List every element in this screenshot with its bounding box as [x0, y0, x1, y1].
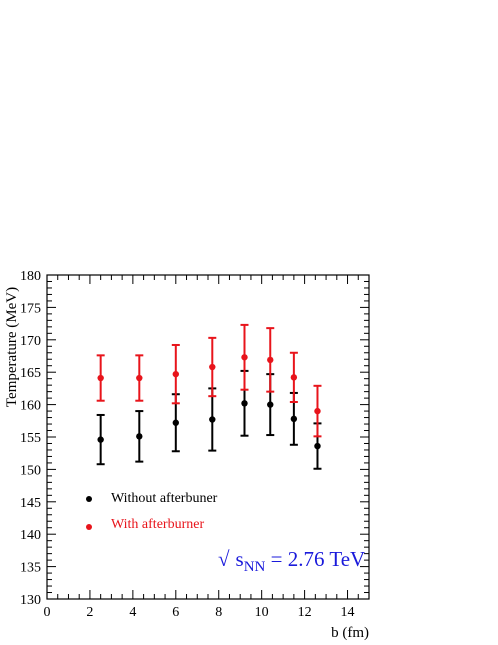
data-point	[314, 407, 321, 415]
y-tick-label: 135	[20, 561, 41, 576]
data-point	[172, 419, 179, 426]
annotation-value: = 2.76 TeV	[265, 547, 365, 571]
x-tick-label: 14	[341, 605, 355, 620]
y-tick-label: 160	[20, 399, 41, 414]
y-tick-label: 145	[20, 496, 41, 511]
x-tick-label: 0	[44, 605, 51, 620]
y-tick-label: 155	[20, 431, 41, 446]
data-point	[267, 401, 274, 408]
data-point	[314, 442, 321, 450]
energy-annotation: √ sNN = 2.76 TeV	[218, 547, 365, 575]
y-tick-labels: 130 135 140 145 150 155 160 165 170 175 180	[20, 269, 41, 608]
series-layer	[96, 323, 322, 470]
y-tick-label: 150	[20, 463, 41, 478]
y-tick-label: 175	[20, 301, 41, 316]
data-point	[209, 363, 216, 371]
annotation-symbol: s	[236, 547, 244, 571]
legend-label-with-afterburner: With afterburner	[111, 517, 204, 532]
y-axis-label: Temperature (MeV)	[4, 287, 20, 407]
data-point	[290, 415, 298, 423]
x-tick-label: 10	[255, 605, 269, 620]
y-tick-label: 170	[20, 334, 41, 349]
x-tick-label: 2	[86, 605, 93, 620]
sqrt-symbol: √	[218, 547, 230, 571]
data-point	[241, 400, 248, 407]
series-with-afterburner	[96, 323, 322, 438]
legend-marker-with-afterburner	[86, 524, 92, 530]
data-point	[136, 374, 143, 382]
x-tick-label: 6	[172, 605, 179, 620]
data-point	[209, 416, 216, 423]
x-tick-label: 12	[298, 605, 312, 620]
y-tick-label: 140	[20, 528, 41, 543]
y-tick-label: 165	[20, 366, 41, 381]
data-point	[136, 433, 143, 440]
data-point	[97, 436, 104, 443]
series-without-afterburner	[96, 369, 322, 470]
y-tick-label: 130	[20, 593, 41, 608]
data-point	[241, 354, 248, 361]
x-tick-label: 8	[215, 605, 222, 620]
x-tick-labels: 0 2 4 6 8 10 12 14	[44, 605, 355, 620]
legend-marker-without-afterburner	[86, 496, 92, 502]
data-point	[172, 370, 179, 378]
data-point	[267, 356, 274, 364]
y-tick-label: 180	[20, 269, 41, 284]
legend: Without afterbuner With afterburner	[86, 491, 218, 532]
x-tick-label: 4	[129, 605, 136, 620]
x-axis-label: b (fm)	[331, 625, 369, 641]
data-point	[97, 374, 104, 382]
legend-label-without-afterburner: Without afterbuner	[111, 491, 218, 506]
annotation-subscript: NN	[244, 559, 266, 575]
axis-ticks	[46, 274, 370, 600]
data-point	[290, 374, 298, 381]
